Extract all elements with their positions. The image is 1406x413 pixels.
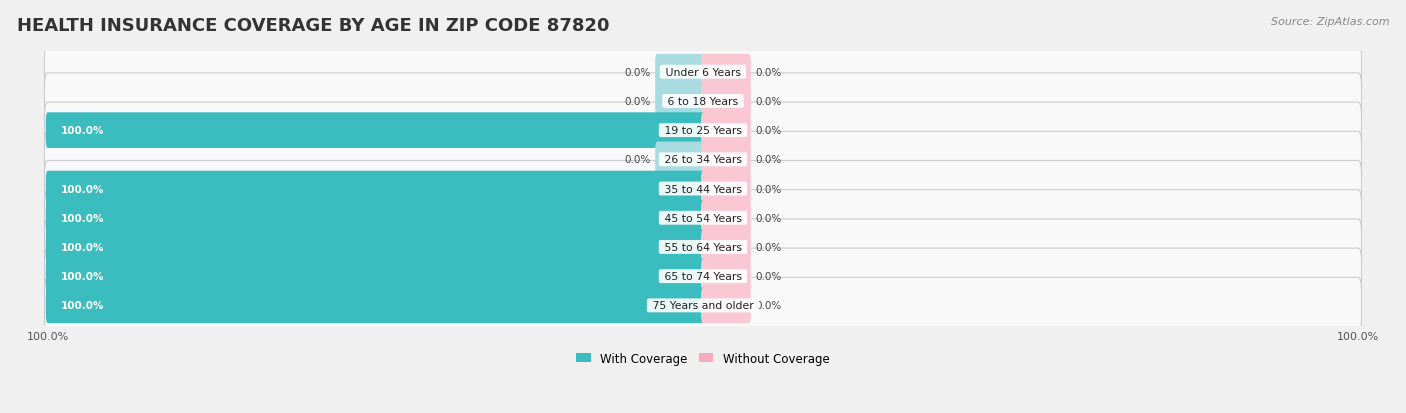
FancyBboxPatch shape xyxy=(655,55,704,90)
Text: 35 to 44 Years: 35 to 44 Years xyxy=(661,184,745,194)
Text: 0.0%: 0.0% xyxy=(624,68,651,78)
FancyBboxPatch shape xyxy=(702,55,751,90)
FancyBboxPatch shape xyxy=(46,200,704,236)
FancyBboxPatch shape xyxy=(46,113,704,149)
Text: 55 to 64 Years: 55 to 64 Years xyxy=(661,242,745,252)
Text: 0.0%: 0.0% xyxy=(755,126,782,136)
Text: 100.0%: 100.0% xyxy=(60,271,104,282)
Text: 0.0%: 0.0% xyxy=(624,155,651,165)
Legend: With Coverage, Without Coverage: With Coverage, Without Coverage xyxy=(572,347,834,370)
Text: 0.0%: 0.0% xyxy=(755,301,782,311)
Text: 0.0%: 0.0% xyxy=(755,68,782,78)
FancyBboxPatch shape xyxy=(702,84,751,119)
Text: Under 6 Years: Under 6 Years xyxy=(662,68,744,78)
Text: 100.0%: 100.0% xyxy=(60,213,104,223)
FancyBboxPatch shape xyxy=(702,259,751,294)
Text: 0.0%: 0.0% xyxy=(755,213,782,223)
FancyBboxPatch shape xyxy=(46,259,704,294)
Text: 26 to 34 Years: 26 to 34 Years xyxy=(661,155,745,165)
FancyBboxPatch shape xyxy=(702,142,751,178)
FancyBboxPatch shape xyxy=(45,219,1361,275)
Text: 75 Years and older: 75 Years and older xyxy=(650,301,756,311)
FancyBboxPatch shape xyxy=(702,288,751,323)
Text: HEALTH INSURANCE COVERAGE BY AGE IN ZIP CODE 87820: HEALTH INSURANCE COVERAGE BY AGE IN ZIP … xyxy=(17,17,609,34)
Text: 0.0%: 0.0% xyxy=(755,242,782,252)
FancyBboxPatch shape xyxy=(702,113,751,149)
Text: 65 to 74 Years: 65 to 74 Years xyxy=(661,271,745,282)
FancyBboxPatch shape xyxy=(46,171,704,207)
FancyBboxPatch shape xyxy=(655,142,704,178)
Text: 0.0%: 0.0% xyxy=(755,97,782,107)
FancyBboxPatch shape xyxy=(702,171,751,207)
FancyBboxPatch shape xyxy=(45,278,1361,334)
Text: 100.0%: 100.0% xyxy=(60,184,104,194)
FancyBboxPatch shape xyxy=(46,230,704,265)
Text: 100.0%: 100.0% xyxy=(60,126,104,136)
FancyBboxPatch shape xyxy=(655,84,704,119)
Text: 100.0%: 100.0% xyxy=(60,242,104,252)
Text: 0.0%: 0.0% xyxy=(755,155,782,165)
Text: 6 to 18 Years: 6 to 18 Years xyxy=(664,97,742,107)
FancyBboxPatch shape xyxy=(46,288,704,323)
FancyBboxPatch shape xyxy=(45,103,1361,159)
Text: 0.0%: 0.0% xyxy=(755,184,782,194)
FancyBboxPatch shape xyxy=(45,74,1361,130)
Text: 0.0%: 0.0% xyxy=(755,271,782,282)
FancyBboxPatch shape xyxy=(45,45,1361,100)
FancyBboxPatch shape xyxy=(45,249,1361,304)
FancyBboxPatch shape xyxy=(45,190,1361,246)
Text: Source: ZipAtlas.com: Source: ZipAtlas.com xyxy=(1271,17,1389,26)
Text: 100.0%: 100.0% xyxy=(60,301,104,311)
FancyBboxPatch shape xyxy=(702,200,751,236)
Text: 19 to 25 Years: 19 to 25 Years xyxy=(661,126,745,136)
Text: 45 to 54 Years: 45 to 54 Years xyxy=(661,213,745,223)
FancyBboxPatch shape xyxy=(45,161,1361,217)
Text: 0.0%: 0.0% xyxy=(624,97,651,107)
FancyBboxPatch shape xyxy=(45,132,1361,188)
FancyBboxPatch shape xyxy=(702,230,751,265)
